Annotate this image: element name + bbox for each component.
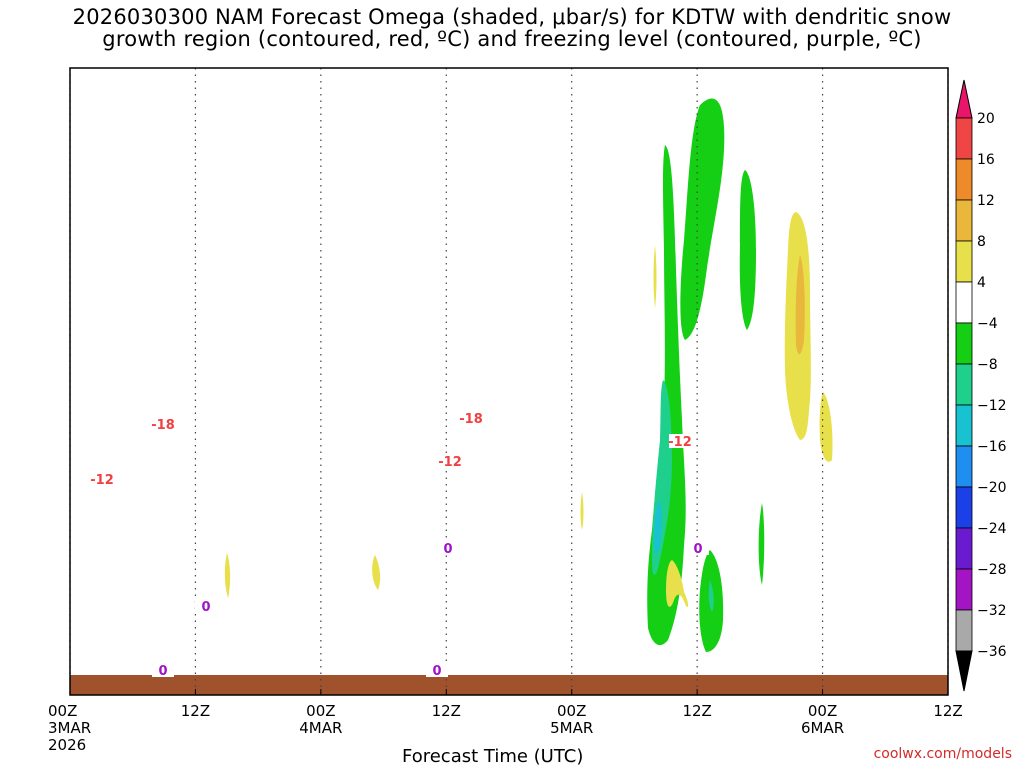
colorbar-swatch-12 bbox=[955, 609, 973, 652]
colorbar-swatch-6 bbox=[955, 363, 973, 406]
x-tick-label-72-0: 00Z bbox=[808, 702, 837, 720]
omega-blob-13 bbox=[224, 553, 231, 598]
colorbar-label-6: −8 bbox=[977, 357, 998, 373]
x-tick-label-48-0: 00Z bbox=[557, 702, 586, 720]
x-tick-label-0-1: 3MAR bbox=[48, 719, 91, 737]
contour-label-bg-3 bbox=[439, 454, 461, 468]
omega-blob-10 bbox=[819, 392, 833, 462]
contour-label-0: -18 bbox=[151, 418, 175, 433]
colorbar-label-4: 4 bbox=[977, 275, 986, 291]
contour-label-bg-6 bbox=[437, 541, 459, 555]
omega-blob-15 bbox=[580, 492, 584, 530]
colorbar-swatch-2 bbox=[955, 199, 973, 242]
contour-label-4: -12 bbox=[668, 435, 692, 450]
omega-blob-0 bbox=[680, 98, 725, 340]
omega-shading bbox=[224, 98, 833, 652]
x-tick-label-12-0: 12Z bbox=[181, 702, 210, 720]
chart-title: 2026030300 NAM Forecast Omega (shaded, μ… bbox=[0, 6, 1024, 50]
omega-blob-4 bbox=[739, 170, 756, 330]
omega-blob-9 bbox=[795, 255, 805, 355]
colorbar-swatch-5 bbox=[955, 322, 973, 365]
contour-label-3: -12 bbox=[438, 455, 462, 470]
contour-label-5: 0 bbox=[201, 600, 210, 615]
colorbar-label-1: 16 bbox=[977, 152, 995, 168]
x-tick-label-24-0: 00Z bbox=[306, 702, 335, 720]
ground-terrain bbox=[70, 675, 948, 695]
grid-lines bbox=[69, 68, 949, 695]
x-tick-label-36-0: 12Z bbox=[432, 702, 461, 720]
x-tick-label-72-1: 6MAR bbox=[801, 719, 844, 737]
title-line-2: growth region (contoured, red, ºC) and f… bbox=[102, 27, 922, 51]
colorbar-swatch-4 bbox=[955, 281, 973, 324]
colorbar-label-9: −20 bbox=[977, 480, 1007, 496]
contour-label-1: -18 bbox=[459, 412, 483, 427]
colorbar-swatch-3 bbox=[955, 240, 973, 283]
x-tick-label-60-0: 12Z bbox=[682, 702, 711, 720]
omega-blob-11 bbox=[666, 560, 689, 607]
credit-text: coolwx.com/models bbox=[873, 746, 1012, 762]
omega-blob-7 bbox=[758, 503, 765, 585]
colorbar-swatch-10 bbox=[955, 527, 973, 570]
colorbar-label-8: −16 bbox=[977, 439, 1007, 455]
omega-blob-14 bbox=[372, 555, 381, 590]
contour-label-8: 0 bbox=[158, 664, 167, 679]
contour-label-bg-7 bbox=[687, 541, 709, 555]
contour-label-bg-9 bbox=[426, 663, 448, 677]
contour-label-9: 0 bbox=[432, 664, 441, 679]
colorbar-bottom-arrow bbox=[955, 650, 973, 692]
x-tick-label-0-2: 2026 bbox=[48, 736, 86, 754]
colorbar-label-12: −32 bbox=[977, 603, 1007, 619]
title-line-1: 2026030300 NAM Forecast Omega (shaded, μ… bbox=[72, 5, 952, 29]
colorbar-label-13: −36 bbox=[977, 644, 1007, 660]
contour-label-bg-5 bbox=[195, 599, 217, 613]
colorbar: 20 16 12 8 4 −4 −8 −12 −16 −20 −24 −28 −32 −36 bbox=[955, 79, 1007, 692]
colorbar-label-10: −24 bbox=[977, 521, 1007, 537]
plot-frame bbox=[69, 67, 949, 696]
omega-blob-12 bbox=[653, 245, 657, 308]
colorbar-swatch-1 bbox=[955, 158, 973, 201]
contour-lines: -18 -18 -12 -12 -12 0 0 0 0 0 bbox=[90, 411, 709, 679]
contour-label-bg-2 bbox=[91, 472, 113, 486]
contour-label-bg-8 bbox=[152, 663, 174, 677]
colorbar-swatch-9 bbox=[955, 486, 973, 529]
contour-label-bg-1 bbox=[460, 411, 482, 425]
x-tick-label-24-1: 4MAR bbox=[299, 719, 342, 737]
x-tick-label-0-0: 00Z bbox=[48, 702, 77, 720]
colorbar-label-0: 20 bbox=[977, 111, 995, 127]
colorbar-top-arrow bbox=[955, 79, 973, 119]
x-tick-label-48-1: 5MAR bbox=[550, 719, 593, 737]
contour-label-bg-0 bbox=[152, 417, 174, 431]
contour-label-6: 0 bbox=[443, 542, 452, 557]
colorbar-swatch-0 bbox=[955, 117, 973, 160]
colorbar-label-11: −28 bbox=[977, 562, 1007, 578]
colorbar-label-5: −4 bbox=[977, 316, 998, 332]
omega-blob-3 bbox=[654, 500, 662, 555]
colorbar-label-3: 8 bbox=[977, 234, 986, 250]
colorbar-swatch-7 bbox=[955, 404, 973, 447]
colorbar-label-7: −12 bbox=[977, 398, 1007, 414]
contour-label-bg-4 bbox=[669, 434, 691, 448]
colorbar-label-2: 12 bbox=[977, 193, 995, 209]
contour-label-7: 0 bbox=[693, 542, 702, 557]
colorbar-swatch-8 bbox=[955, 445, 973, 488]
omega-blob-6 bbox=[708, 580, 714, 612]
contour-label-2: -12 bbox=[90, 473, 114, 488]
x-axis-title: Forecast Time (UTC) bbox=[402, 746, 584, 767]
x-tick-label-84-0: 12Z bbox=[933, 702, 962, 720]
colorbar-swatch-11 bbox=[955, 568, 973, 611]
